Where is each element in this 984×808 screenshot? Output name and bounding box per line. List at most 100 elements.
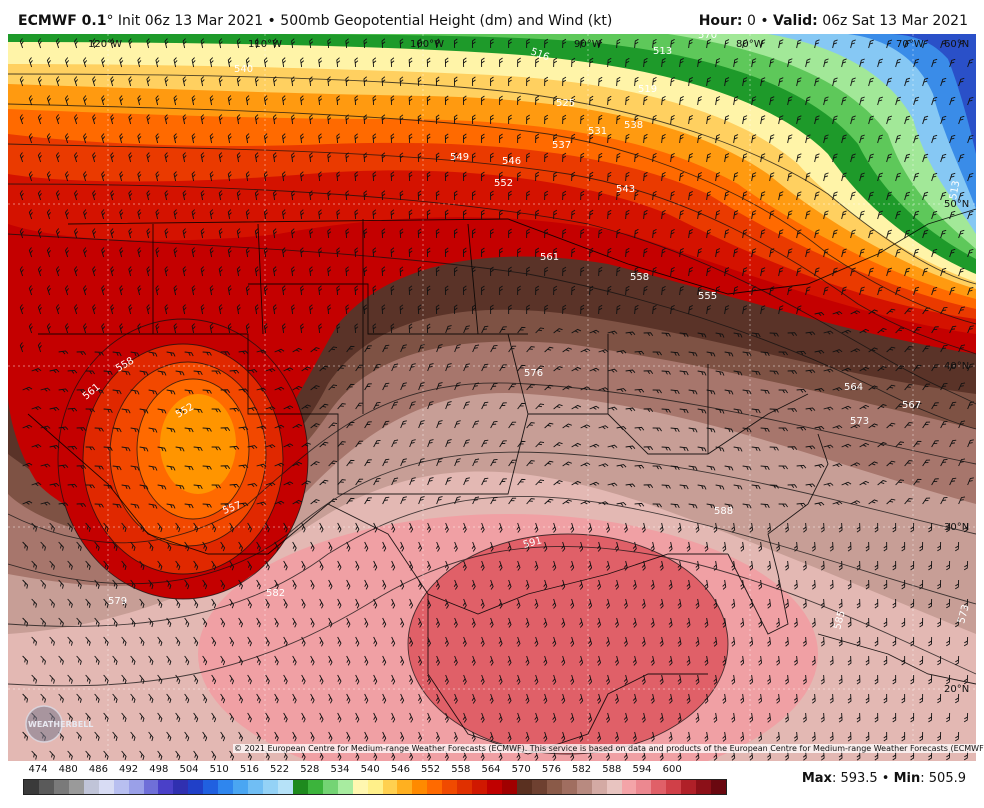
- wind-barb: [245, 133, 250, 144]
- wind-barb: [688, 267, 693, 277]
- wind-barb: [589, 57, 594, 68]
- wind-barb: [103, 636, 109, 646]
- wind-barb: [526, 460, 535, 467]
- wind-barb: [418, 420, 425, 429]
- wind-barb: [489, 655, 494, 666]
- wind-barb: [661, 247, 666, 258]
- wind-barb: [58, 426, 69, 431]
- wind-barb: [382, 458, 390, 467]
- wind-barb: [426, 95, 431, 106]
- wind-barb: [200, 228, 205, 239]
- wind-barb: [805, 248, 811, 258]
- wind-barb: [760, 39, 766, 49]
- legend-swatch: [53, 780, 69, 794]
- wind-barb: [481, 133, 485, 144]
- wind-barb: [245, 285, 250, 296]
- wind-barb: [364, 459, 372, 467]
- wind-barb: [220, 503, 231, 508]
- product-name: 500mb Geopotential Height (dm) and Wind …: [280, 13, 613, 29]
- wind-barb: [372, 209, 377, 220]
- wind-barb: [46, 171, 51, 182]
- wind-barb: [355, 712, 360, 723]
- wind-barb: [697, 446, 707, 452]
- wind-barb: [607, 330, 618, 335]
- wind-barb: [182, 114, 187, 125]
- wind-barb: [490, 497, 498, 505]
- wind-barb: [751, 446, 761, 452]
- wind-barb: [408, 209, 413, 220]
- wind-barb: [814, 388, 825, 392]
- wind-barb: [679, 446, 689, 452]
- weather-map[interactable]: 120°W 110°W 100°W 90°W 80°W 70°W 60°N 50…: [8, 34, 976, 761]
- wind-barb: [191, 95, 196, 106]
- wind-barb: [309, 38, 314, 49]
- wind-barb: [229, 369, 240, 374]
- wind-barb: [94, 655, 100, 665]
- wind-barb: [760, 351, 770, 356]
- wind-barb: [146, 190, 151, 201]
- wind-barb: [128, 304, 133, 315]
- wind-barb: [218, 190, 223, 201]
- wind-barb: [247, 522, 252, 533]
- wind-barb: [553, 57, 558, 68]
- wind-barb: [704, 617, 709, 628]
- wind-barb: [677, 674, 682, 685]
- lat-label: 20°N: [944, 684, 969, 695]
- wind-barb: [949, 363, 957, 372]
- wind-barb: [291, 152, 296, 163]
- wind-barb: [346, 731, 351, 742]
- legend-swatch: [531, 780, 547, 794]
- wind-barb: [256, 655, 261, 666]
- wind-barb: [931, 286, 938, 296]
- wind-barb: [273, 228, 277, 239]
- wind-barb: [445, 325, 452, 334]
- wind-barb: [490, 228, 494, 239]
- wind-barb: [236, 76, 241, 87]
- wind-barb: [832, 39, 838, 49]
- wind-barb: [37, 190, 42, 201]
- wind-barb: [157, 674, 163, 685]
- wind-barb: [300, 247, 305, 258]
- wind-barb: [652, 152, 657, 163]
- wind-barb: [229, 407, 240, 412]
- wind-barb: [184, 351, 194, 357]
- wind-barb: [218, 38, 223, 49]
- wind-barb: [463, 477, 470, 486]
- wind-barb: [175, 484, 185, 490]
- wind-barb: [543, 693, 548, 704]
- max-value: : 593.5 •: [831, 771, 894, 786]
- wind-barb: [283, 674, 288, 685]
- contour-label: 564: [844, 382, 863, 393]
- wind-barb: [571, 442, 582, 448]
- wind-barb: [112, 731, 118, 741]
- wind-barb: [310, 579, 315, 590]
- init-time: Init 06z 13 Mar 2021: [113, 13, 264, 29]
- wind-barb: [471, 617, 476, 628]
- wind-barb: [67, 522, 73, 532]
- wind-barb: [688, 153, 693, 163]
- wind-barb: [22, 655, 29, 665]
- wind-barb: [516, 674, 521, 685]
- wind-barb: [373, 712, 378, 723]
- wind-barb: [677, 712, 682, 723]
- wind-barb: [605, 522, 610, 533]
- wind-barb: [544, 346, 554, 353]
- wind-barb: [625, 209, 630, 220]
- wind-barb: [263, 247, 268, 258]
- wind-barb: [517, 209, 521, 220]
- wind-barb: [103, 408, 113, 413]
- wind-barb: [946, 750, 951, 761]
- wind-barb: [354, 247, 359, 258]
- wind-barb: [58, 579, 64, 589]
- wind-barb: [767, 712, 771, 723]
- wind-barb: [877, 404, 887, 410]
- wind-barb: [265, 712, 270, 723]
- wind-barb: [877, 366, 887, 372]
- wind-barb: [963, 598, 969, 609]
- wind-barb: [83, 133, 88, 144]
- wind-barb: [598, 501, 609, 506]
- wind-barb: [55, 228, 60, 239]
- wind-barb: [526, 422, 535, 429]
- wind-barb: [796, 115, 802, 125]
- wind-barb: [641, 750, 646, 761]
